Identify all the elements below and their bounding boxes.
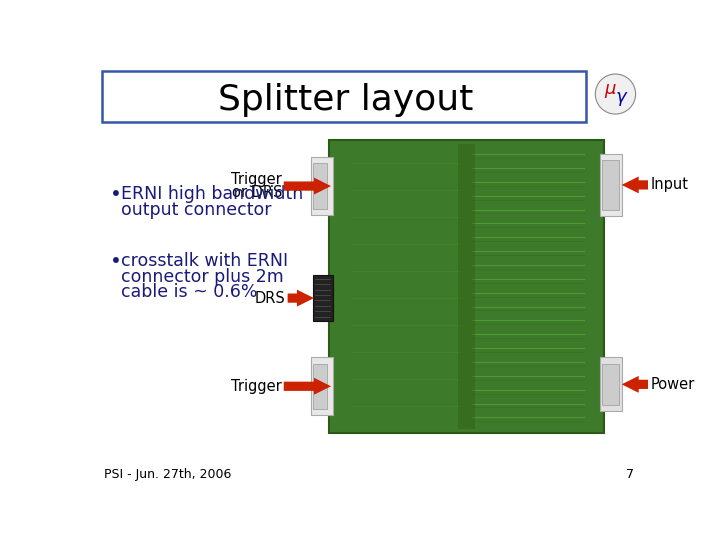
Bar bbox=[600, 357, 621, 411]
Bar bbox=[313, 164, 327, 209]
Bar bbox=[602, 160, 619, 210]
Bar bbox=[313, 275, 333, 321]
FancyBboxPatch shape bbox=[102, 71, 586, 122]
Bar bbox=[602, 363, 619, 405]
Text: Trigger: Trigger bbox=[231, 379, 282, 394]
Text: PSI - Jun. 27th, 2006: PSI - Jun. 27th, 2006 bbox=[104, 468, 231, 481]
Text: $\gamma$: $\gamma$ bbox=[615, 90, 629, 107]
Text: Splitter layout: Splitter layout bbox=[218, 83, 474, 117]
Text: Trigger: Trigger bbox=[231, 172, 282, 187]
Text: ERNI high bandwidth: ERNI high bandwidth bbox=[121, 185, 303, 203]
FancyArrow shape bbox=[284, 178, 331, 194]
Bar bbox=[329, 140, 604, 433]
Text: output connector: output connector bbox=[121, 200, 271, 219]
Text: cable is ~ 0.6%: cable is ~ 0.6% bbox=[121, 283, 258, 301]
Text: connector plus 2m: connector plus 2m bbox=[121, 267, 284, 286]
Text: $\mu$: $\mu$ bbox=[604, 82, 617, 100]
Bar bbox=[311, 157, 333, 215]
Text: Power: Power bbox=[651, 377, 696, 392]
Text: •: • bbox=[110, 252, 122, 271]
FancyArrow shape bbox=[621, 376, 649, 393]
Text: 7: 7 bbox=[626, 468, 634, 481]
Text: •: • bbox=[110, 185, 122, 204]
FancyArrow shape bbox=[287, 289, 314, 307]
FancyArrow shape bbox=[284, 378, 331, 395]
Bar bbox=[313, 363, 327, 409]
Bar bbox=[311, 357, 333, 415]
FancyArrow shape bbox=[621, 177, 649, 193]
Bar bbox=[458, 144, 474, 429]
Text: Input: Input bbox=[651, 178, 689, 192]
Text: crosstalk with ERNI: crosstalk with ERNI bbox=[121, 252, 288, 270]
Circle shape bbox=[595, 74, 636, 114]
Text: or DRS: or DRS bbox=[232, 185, 282, 200]
Bar bbox=[600, 154, 621, 215]
Text: DRS: DRS bbox=[255, 291, 285, 306]
